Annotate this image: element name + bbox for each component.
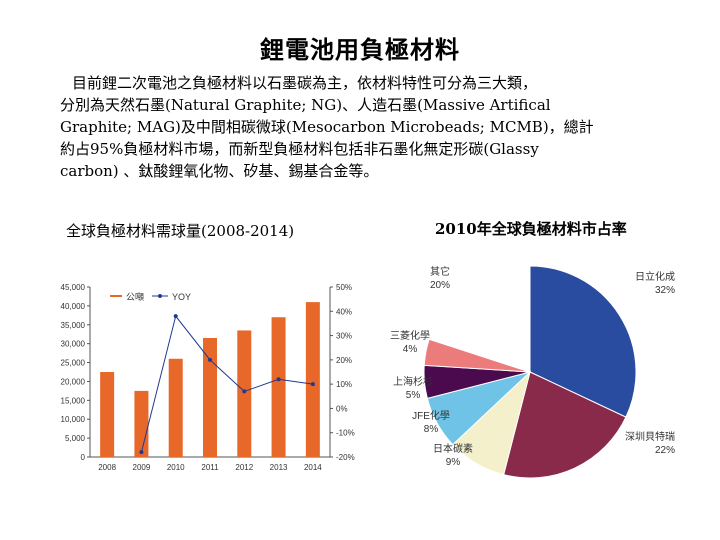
- pie-slice-value: 8%: [424, 424, 439, 435]
- pie-slice-name: 日本碳素: [433, 442, 473, 455]
- pie-slice-name: 日立化成: [635, 270, 675, 283]
- bar: [168, 358, 183, 457]
- x-tick-label: 2008: [98, 463, 116, 472]
- pie-chart-caption: 2010年全球負極材料市占率: [435, 220, 627, 238]
- yoy-point: [173, 314, 178, 319]
- y-tick-label: 30,000: [61, 340, 86, 349]
- x-tick-label: 2010: [167, 463, 185, 472]
- yoy-point: [139, 450, 144, 455]
- bar: [237, 330, 252, 457]
- y2-tick-label: 30%: [336, 332, 352, 341]
- legend-marker-line: [158, 294, 162, 298]
- yoy-point: [242, 389, 247, 394]
- y-tick-label: 40,000: [61, 302, 86, 311]
- x-tick-label: 2011: [201, 463, 219, 472]
- bar: [271, 317, 286, 457]
- bar: [305, 302, 320, 457]
- pie-slice: [529, 265, 637, 418]
- pie-slice-name: 上海杉杉: [393, 375, 433, 388]
- x-tick-label: 2014: [304, 463, 322, 472]
- y-tick-label: 5,000: [65, 434, 86, 443]
- pie-slice-value: 9%: [446, 457, 461, 468]
- bar: [134, 390, 149, 457]
- yoy-point: [208, 357, 212, 362]
- x-tick-label: 2012: [235, 463, 253, 472]
- page-title: 鋰電池用負極材料: [260, 35, 460, 64]
- body-line: 約占95%負極材料市場，而新型負極材料包括非石墨化無定形碳(Glassy: [60, 140, 539, 158]
- y2-tick-label: -10%: [336, 429, 355, 438]
- demand-bar-chart: 0 5,000 10,000 15,000 20,000 25,000 30,000 35,0…: [61, 283, 355, 472]
- y-tick-label: 25,000: [61, 359, 86, 368]
- pie-slice-name: JFE化學: [412, 409, 450, 422]
- y2-tick-label: 40%: [336, 307, 352, 316]
- y-tick-label: 0: [81, 453, 86, 462]
- body-line: 目前鋰二次電池之負極材料以石墨碳為主，依材料特性可分為三大類，: [72, 74, 538, 92]
- pie-slice: [503, 371, 627, 479]
- market-share-pie-chart: 日立化成 32% 深圳貝特瑞 22% 日本碳素 9% JFE化學 8% 上海杉杉 5% 三菱化學 4%…: [390, 265, 675, 479]
- legend-label-line: YOY: [172, 292, 191, 302]
- y2-tick-label: 20%: [336, 356, 352, 365]
- y2-tick-label: 10%: [336, 380, 352, 389]
- yoy-line: [140, 315, 313, 453]
- x-tick-label: 2013: [270, 463, 288, 472]
- yoy-point: [310, 382, 315, 387]
- y-tick-label: 45,000: [61, 283, 86, 292]
- y-tick-label: 10,000: [61, 415, 86, 424]
- pie-slice-value: 20%: [430, 280, 450, 291]
- pie-slice-value: 4%: [403, 344, 418, 355]
- body-paragraph: 目前鋰二次電池之負極材料以石墨碳為主，依材料特性可分為三大類， 分別為天然石墨(…: [60, 72, 660, 182]
- body-line: 分別為天然石墨(Natural Graphite; NG)、人造石墨(Massi…: [60, 96, 551, 114]
- y2-tick-label: -20%: [336, 453, 355, 462]
- y2-tick-label: 50%: [336, 283, 352, 292]
- y-tick-label: 20,000: [61, 377, 86, 386]
- y-tick-label: 35,000: [61, 321, 86, 330]
- body-line: Graphite; MAG)及中間相碳微球(Mesocarbon Microbe…: [60, 118, 594, 136]
- legend-label-bars: 公噸: [126, 291, 144, 302]
- yoy-point: [276, 377, 281, 382]
- bar-chart-caption: 全球負極材料需球量(2008-2014): [66, 222, 295, 240]
- pie-slice-value: 22%: [655, 445, 675, 456]
- y2-tick-label: 0%: [336, 404, 348, 413]
- y-tick-label: 15,000: [61, 396, 86, 405]
- bar: [203, 338, 217, 457]
- pie-slice-name: 三菱化學: [390, 329, 430, 342]
- pie-slice-value: 32%: [655, 285, 675, 296]
- pie-slice-value: 5%: [406, 390, 421, 401]
- bar: [100, 372, 115, 457]
- pie-slice: [428, 265, 531, 373]
- x-tick-label: 2009: [133, 463, 151, 472]
- pie-slice-name: 其它: [430, 265, 450, 278]
- pie-slice-name: 深圳貝特瑞: [625, 431, 675, 443]
- body-line: carbon) 、鈦酸鋰氧化物、矽基、錫基合金等。: [60, 162, 379, 180]
